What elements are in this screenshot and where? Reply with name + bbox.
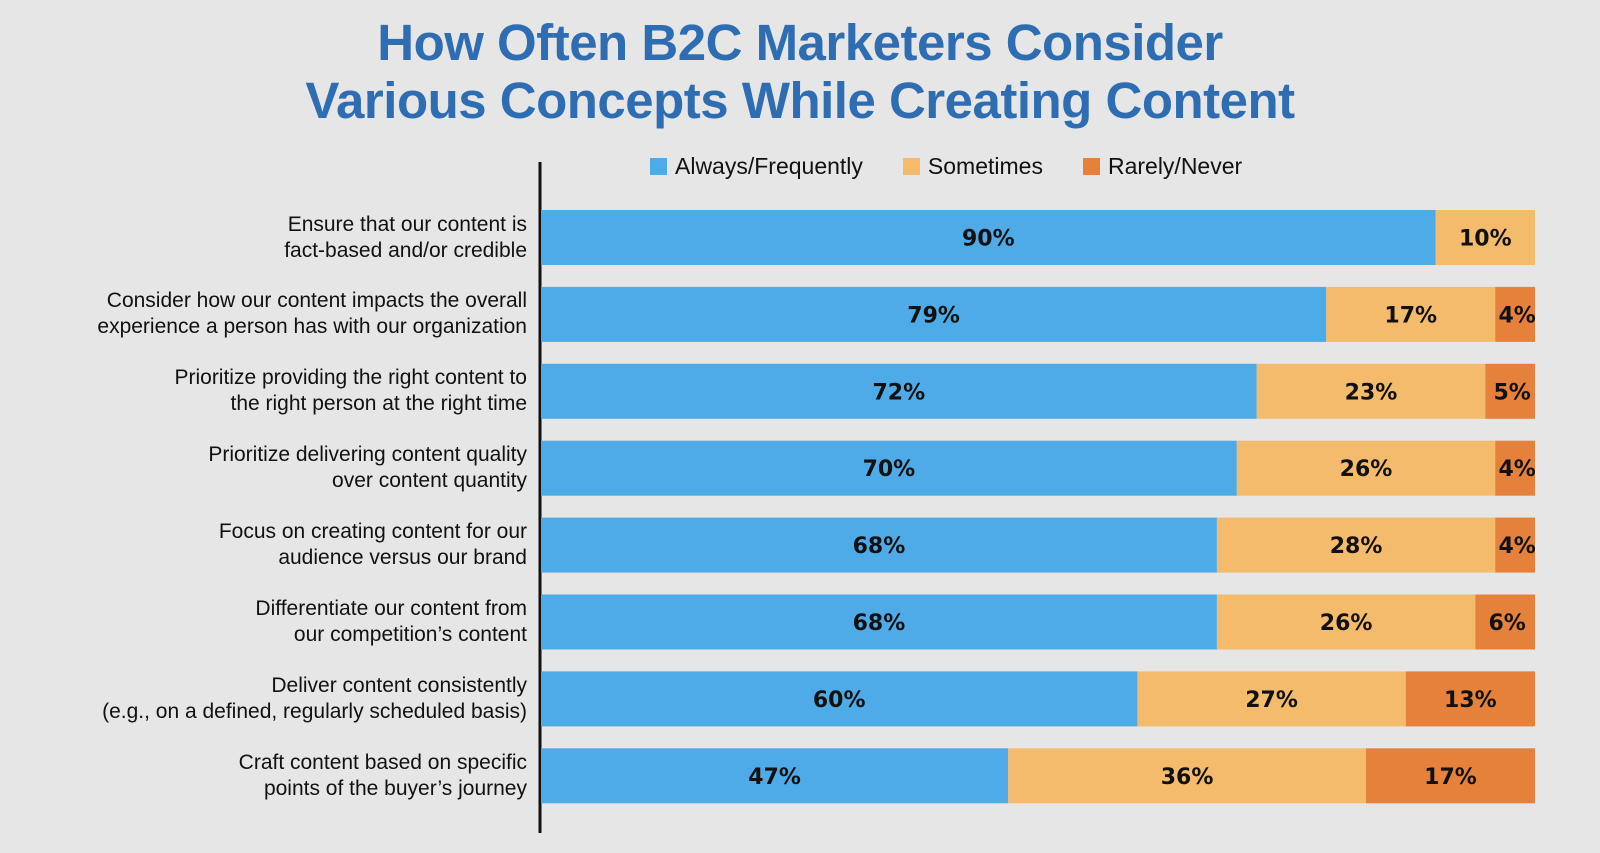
data-label: 79% — [907, 303, 960, 328]
legend: Always/Frequently Sometimes Rarely/Never — [650, 153, 1242, 180]
category-label: Prioritize providing the right content t… — [7, 365, 527, 417]
data-label: 26% — [1320, 611, 1373, 636]
category-label: Ensure that our content is fact-based and… — [7, 212, 527, 264]
data-label: 90% — [962, 227, 1015, 252]
legend-item-sometimes: Sometimes — [902, 153, 1043, 180]
bar-segment-sometimes — [1216, 517, 1496, 573]
legend-swatch-rarely — [1082, 158, 1100, 175]
bar-segment-sometimes — [1008, 748, 1367, 804]
legend-swatch-always — [650, 158, 667, 175]
bar-segment-always-frequently — [541, 286, 1327, 342]
category-label-line: Differentiate our content from — [255, 597, 527, 620]
bar-segment-rarely-never — [1495, 286, 1535, 342]
legend-item-rarely: Rarely/Never — [1082, 153, 1243, 180]
data-label: 10% — [1459, 227, 1512, 252]
category-label: Prioritize delivering content quality ove… — [7, 442, 527, 494]
category-label-line: audience versus our brand — [278, 546, 527, 570]
bar-segment-always-frequently — [541, 363, 1257, 419]
category-label-line: Consider how our content impacts the ove… — [106, 289, 527, 313]
category-label-line: Focus on creating content for our — [218, 520, 527, 544]
bar-segment-sometimes — [1256, 363, 1486, 419]
category-label-line: the right person at the right time — [230, 392, 528, 416]
bar-segment-rarely-never — [1485, 363, 1535, 419]
data-label: 17% — [1384, 303, 1437, 328]
category-label-line: over content quantity — [332, 469, 527, 493]
category-label-line: Prioritize delivering content quality — [208, 443, 527, 467]
bar-segment-sometimes — [1236, 440, 1496, 496]
chart-title-line-2: Various Concepts While Creating Content — [305, 72, 1295, 129]
data-label: 36% — [1161, 765, 1214, 790]
category-label: Consider how our content impacts the ove… — [7, 288, 527, 340]
data-label: 6% — [1489, 611, 1526, 636]
data-label: 68% — [853, 611, 906, 636]
category-label-line: (e.g., on a defined, regularly scheduled… — [102, 699, 527, 723]
bar-segment-always-frequently — [541, 748, 1009, 804]
bar-segment-sometimes — [1326, 286, 1496, 342]
data-label: 68% — [853, 534, 906, 559]
chart-title: How Often B2C Marketers Consider Various… — [0, 14, 1600, 130]
category-label: Deliver content consistently (e.g., on a … — [7, 673, 527, 725]
bar-segment-always-frequently — [541, 594, 1217, 650]
data-label: 47% — [748, 765, 801, 790]
data-label: 72% — [873, 380, 926, 405]
bar-segment-sometimes — [1435, 210, 1535, 265]
category-label: Differentiate our content from our compet… — [7, 596, 527, 648]
category-label-line: fact-based and/or credible — [284, 238, 527, 262]
bar-segment-rarely-never — [1495, 517, 1535, 573]
bar-segment-always-frequently — [541, 440, 1237, 496]
bar-segment-rarely-never — [1495, 440, 1535, 496]
data-label: 27% — [1245, 688, 1298, 713]
bar-segment-sometimes — [1216, 594, 1476, 650]
data-label: 26% — [1340, 457, 1393, 482]
category-label-line: Craft content based on specific — [238, 750, 527, 774]
category-label-line: points of the buyer’s journey — [263, 776, 527, 800]
category-label-line: experience a person has with our organiz… — [97, 315, 527, 339]
legend-swatch-sometimes — [902, 158, 920, 175]
data-label: 13% — [1444, 688, 1497, 713]
legend-label: Rarely/Never — [1107, 153, 1243, 179]
data-label: 4% — [1498, 534, 1535, 559]
bar-segment-always-frequently — [541, 517, 1217, 573]
bar-segment-rarely-never — [1366, 748, 1535, 804]
data-label: 4% — [1498, 303, 1535, 328]
category-label-line: Prioritize providing the right content t… — [174, 366, 527, 390]
category-label-line: Ensure that our content is — [287, 212, 527, 236]
data-label: 4% — [1498, 457, 1535, 482]
data-label: 5% — [1493, 380, 1530, 405]
legend-label: Always/Frequently — [675, 153, 863, 179]
chart-title-line-1: How Often B2C Marketers Consider — [377, 14, 1223, 71]
data-label: 17% — [1424, 765, 1477, 790]
data-label: 70% — [863, 457, 916, 482]
bar-segment-sometimes — [1137, 671, 1406, 727]
category-label-line: our competition’s content — [293, 623, 527, 646]
category-label: Focus on creating content for our audienc… — [7, 519, 527, 571]
legend-item-always: Always/Frequently — [650, 153, 863, 180]
data-label: 23% — [1345, 380, 1398, 405]
category-label-line: Deliver content consistently — [271, 673, 527, 697]
category-label: Craft content based on specific points of… — [7, 750, 527, 802]
legend-label: Sometimes — [927, 153, 1043, 179]
data-label: 60% — [813, 688, 866, 713]
bar-segment-always-frequently — [541, 210, 1436, 265]
bar-segment-rarely-never — [1405, 671, 1535, 727]
bar-segment-always-frequently — [541, 671, 1138, 727]
data-label: 28% — [1330, 534, 1383, 559]
bar-segment-rarely-never — [1475, 594, 1535, 650]
